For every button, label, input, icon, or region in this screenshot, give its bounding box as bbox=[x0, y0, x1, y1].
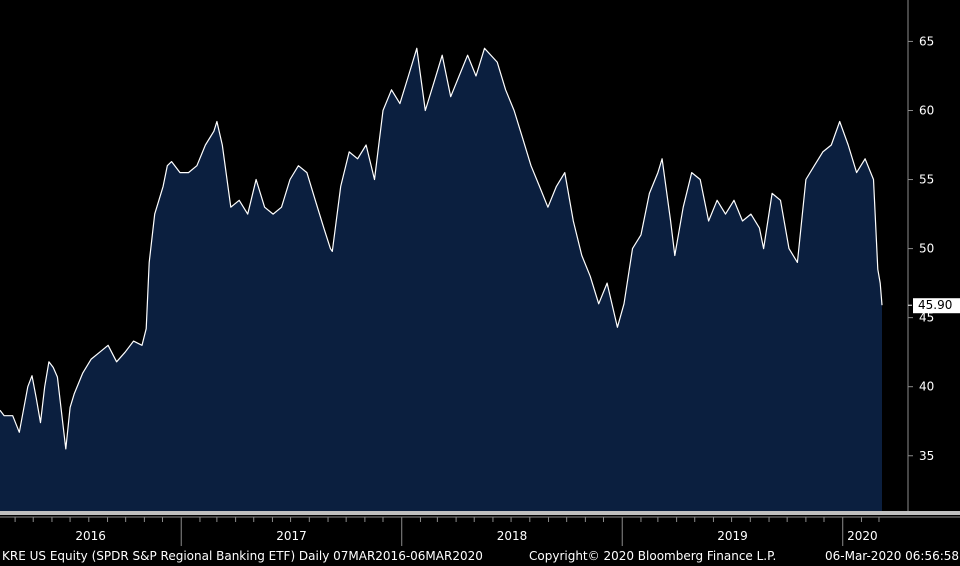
x-axis-band bbox=[0, 511, 960, 515]
y-tick-label-65: 65 bbox=[919, 34, 934, 48]
x-tick-label-2016: 2016 bbox=[75, 529, 106, 543]
y-tick-label-50: 50 bbox=[919, 242, 934, 256]
price-area bbox=[0, 48, 882, 512]
last-value-label: 45.90 bbox=[918, 298, 952, 312]
last-value-box bbox=[913, 298, 960, 314]
chart-footer: KRE US Equity (SPDR S&P Regional Banking… bbox=[0, 546, 960, 566]
timestamp-text: 06-Mar-2020 06:56:58 bbox=[825, 549, 960, 563]
x-tick-label-2020: 2020 bbox=[847, 529, 878, 543]
y-tick-label-55: 55 bbox=[919, 173, 934, 187]
copyright-text: Copyright© 2020 Bloomberg Finance L.P. bbox=[529, 549, 777, 563]
y-tick-label-45: 45 bbox=[919, 311, 934, 325]
price-chart: 35 40 45 50 55 60 65 45.90 2016 2017 2018 2019 2020 bbox=[0, 0, 960, 546]
security-description: KRE US Equity (SPDR S&P Regional Banking… bbox=[2, 549, 483, 563]
x-tick-label-2018: 2018 bbox=[497, 529, 528, 543]
price-line bbox=[0, 47, 883, 450]
x-tick-label-2017: 2017 bbox=[276, 529, 307, 543]
y-tick-label-60: 60 bbox=[919, 103, 934, 117]
y-tick-label-35: 35 bbox=[919, 449, 934, 463]
x-tick-label-2019: 2019 bbox=[717, 529, 748, 543]
y-tick-label-40: 40 bbox=[919, 380, 934, 394]
